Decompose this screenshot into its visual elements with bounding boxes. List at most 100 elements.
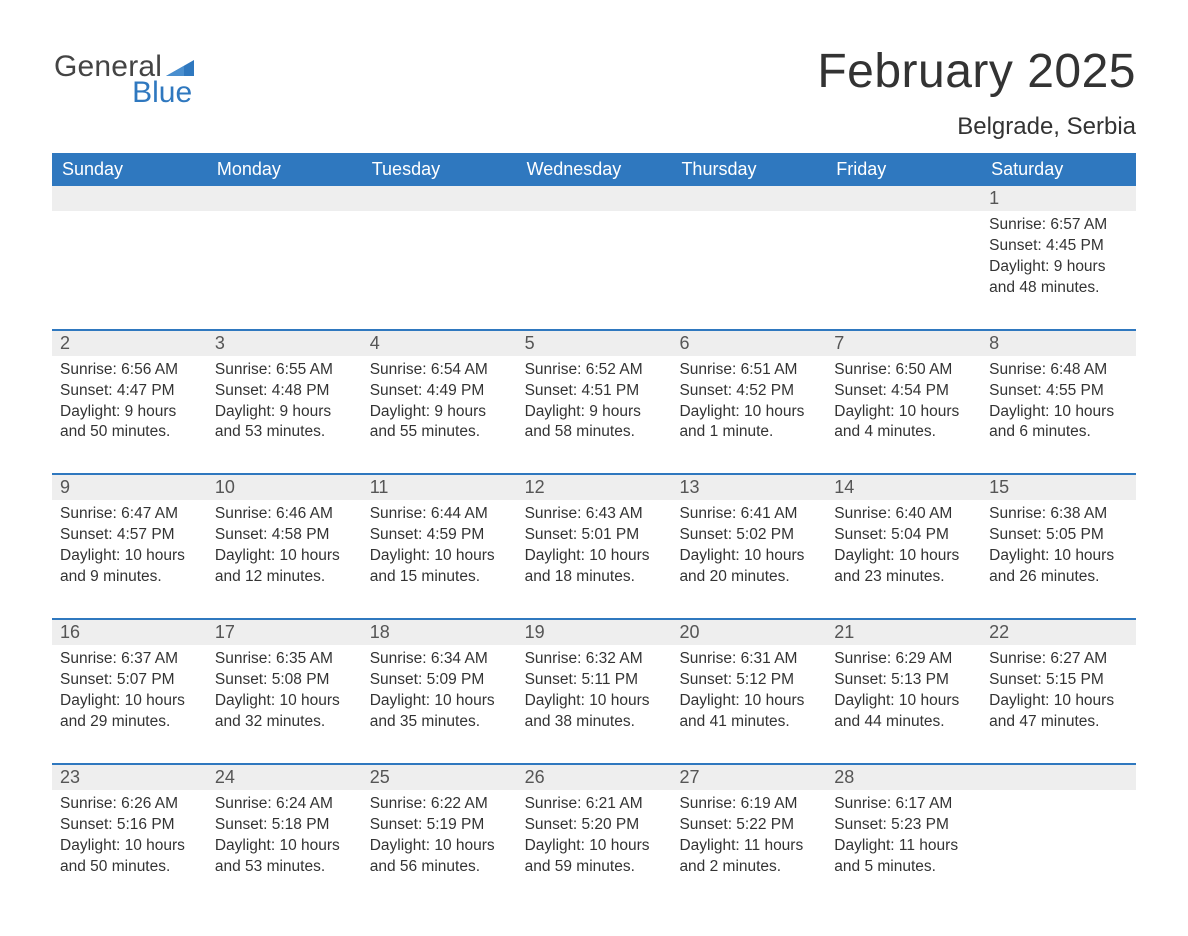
daylight-text: Daylight: 10 hours and 29 minutes.: [60, 691, 199, 733]
day-number: 10: [207, 475, 362, 500]
day-info: Sunrise: 6:32 AMSunset: 5:11 PMDaylight:…: [517, 645, 672, 763]
sunset-text: Sunset: 5:16 PM: [60, 815, 199, 836]
sunrise-text: Sunrise: 6:17 AM: [834, 794, 973, 815]
daylight-text: Daylight: 10 hours and 1 minute.: [679, 402, 818, 444]
weekday-saturday: Saturday: [981, 153, 1136, 186]
daylight-text: Daylight: 9 hours and 50 minutes.: [60, 402, 199, 444]
sunset-text: Sunset: 5:01 PM: [525, 525, 664, 546]
daylight-text: Daylight: 10 hours and 50 minutes.: [60, 836, 199, 878]
daylight-text: Daylight: 10 hours and 15 minutes.: [370, 546, 509, 588]
daylight-text: Daylight: 10 hours and 20 minutes.: [679, 546, 818, 588]
day-number: 6: [671, 331, 826, 356]
sunset-text: Sunset: 5:19 PM: [370, 815, 509, 836]
day-info: Sunrise: 6:31 AMSunset: 5:12 PMDaylight:…: [671, 645, 826, 763]
weekday-monday: Monday: [207, 153, 362, 186]
day-info: Sunrise: 6:47 AMSunset: 4:57 PMDaylight:…: [52, 500, 207, 618]
sunrise-text: Sunrise: 6:35 AM: [215, 649, 354, 670]
sunset-text: Sunset: 4:54 PM: [834, 381, 973, 402]
day-number: 24: [207, 765, 362, 790]
sunset-text: Sunset: 5:15 PM: [989, 670, 1128, 691]
sunset-text: Sunset: 4:59 PM: [370, 525, 509, 546]
day-info: [52, 211, 207, 329]
sunset-text: Sunset: 5:08 PM: [215, 670, 354, 691]
day-info: Sunrise: 6:43 AMSunset: 5:01 PMDaylight:…: [517, 500, 672, 618]
daylight-text: Daylight: 9 hours and 55 minutes.: [370, 402, 509, 444]
sunrise-text: Sunrise: 6:41 AM: [679, 504, 818, 525]
day-number: 4: [362, 331, 517, 356]
sunset-text: Sunset: 5:11 PM: [525, 670, 664, 691]
day-info: Sunrise: 6:55 AMSunset: 4:48 PMDaylight:…: [207, 356, 362, 474]
day-number: [517, 186, 672, 211]
weekday-tuesday: Tuesday: [362, 153, 517, 186]
day-info: Sunrise: 6:57 AMSunset: 4:45 PMDaylight:…: [981, 211, 1136, 329]
sunset-text: Sunset: 4:47 PM: [60, 381, 199, 402]
day-number: [671, 186, 826, 211]
daynum-row: 1: [52, 186, 1136, 211]
location-label: Belgrade, Serbia: [817, 113, 1136, 141]
sunrise-text: Sunrise: 6:57 AM: [989, 215, 1128, 236]
day-info: Sunrise: 6:22 AMSunset: 5:19 PMDaylight:…: [362, 790, 517, 896]
daylight-text: Daylight: 11 hours and 5 minutes.: [834, 836, 973, 878]
sunset-text: Sunset: 4:51 PM: [525, 381, 664, 402]
daylight-text: Daylight: 9 hours and 58 minutes.: [525, 402, 664, 444]
day-info: Sunrise: 6:51 AMSunset: 4:52 PMDaylight:…: [671, 356, 826, 474]
sunset-text: Sunset: 5:07 PM: [60, 670, 199, 691]
sunrise-text: Sunrise: 6:32 AM: [525, 649, 664, 670]
day-info: Sunrise: 6:40 AMSunset: 5:04 PMDaylight:…: [826, 500, 981, 618]
day-number: 5: [517, 331, 672, 356]
weeks-container: 1Sunrise: 6:57 AMSunset: 4:45 PMDaylight…: [52, 186, 1136, 896]
day-number: 19: [517, 620, 672, 645]
day-number: [52, 186, 207, 211]
daylight-text: Daylight: 10 hours and 32 minutes.: [215, 691, 354, 733]
day-number: 3: [207, 331, 362, 356]
day-number: 13: [671, 475, 826, 500]
week-row: 16171819202122Sunrise: 6:37 AMSunset: 5:…: [52, 618, 1136, 763]
calendar: Sunday Monday Tuesday Wednesday Thursday…: [52, 153, 1136, 896]
daylight-text: Daylight: 10 hours and 35 minutes.: [370, 691, 509, 733]
day-info: Sunrise: 6:38 AMSunset: 5:05 PMDaylight:…: [981, 500, 1136, 618]
sunrise-text: Sunrise: 6:31 AM: [679, 649, 818, 670]
day-info: [826, 211, 981, 329]
day-number: 16: [52, 620, 207, 645]
sunrise-text: Sunrise: 6:47 AM: [60, 504, 199, 525]
calendar-page: General Blue February 2025 Belgrade, Ser…: [0, 0, 1188, 936]
daynum-row: 9101112131415: [52, 473, 1136, 500]
day-number: 23: [52, 765, 207, 790]
daynum-row: 2345678: [52, 329, 1136, 356]
day-number: 11: [362, 475, 517, 500]
info-row: Sunrise: 6:47 AMSunset: 4:57 PMDaylight:…: [52, 500, 1136, 618]
daynum-row: 16171819202122: [52, 618, 1136, 645]
sunrise-text: Sunrise: 6:34 AM: [370, 649, 509, 670]
daynum-row: 232425262728: [52, 763, 1136, 790]
weekday-sunday: Sunday: [52, 153, 207, 186]
day-info: Sunrise: 6:24 AMSunset: 5:18 PMDaylight:…: [207, 790, 362, 896]
day-number: [362, 186, 517, 211]
week-row: 2345678Sunrise: 6:56 AMSunset: 4:47 PMDa…: [52, 329, 1136, 474]
sunrise-text: Sunrise: 6:40 AM: [834, 504, 973, 525]
sunrise-text: Sunrise: 6:51 AM: [679, 360, 818, 381]
daylight-text: Daylight: 10 hours and 41 minutes.: [679, 691, 818, 733]
day-number: 15: [981, 475, 1136, 500]
day-info: Sunrise: 6:17 AMSunset: 5:23 PMDaylight:…: [826, 790, 981, 896]
week-row: 9101112131415Sunrise: 6:47 AMSunset: 4:5…: [52, 473, 1136, 618]
day-number: 25: [362, 765, 517, 790]
sunset-text: Sunset: 4:49 PM: [370, 381, 509, 402]
day-info: Sunrise: 6:54 AMSunset: 4:49 PMDaylight:…: [362, 356, 517, 474]
daylight-text: Daylight: 10 hours and 6 minutes.: [989, 402, 1128, 444]
sunrise-text: Sunrise: 6:24 AM: [215, 794, 354, 815]
daylight-text: Daylight: 10 hours and 56 minutes.: [370, 836, 509, 878]
day-info: Sunrise: 6:34 AMSunset: 5:09 PMDaylight:…: [362, 645, 517, 763]
sunrise-text: Sunrise: 6:43 AM: [525, 504, 664, 525]
info-row: Sunrise: 6:26 AMSunset: 5:16 PMDaylight:…: [52, 790, 1136, 896]
day-info: [207, 211, 362, 329]
daylight-text: Daylight: 10 hours and 23 minutes.: [834, 546, 973, 588]
day-number: 2: [52, 331, 207, 356]
sunrise-text: Sunrise: 6:46 AM: [215, 504, 354, 525]
day-number: 8: [981, 331, 1136, 356]
day-number: 14: [826, 475, 981, 500]
day-number: [826, 186, 981, 211]
sunset-text: Sunset: 4:45 PM: [989, 236, 1128, 257]
daylight-text: Daylight: 9 hours and 48 minutes.: [989, 257, 1128, 299]
daylight-text: Daylight: 9 hours and 53 minutes.: [215, 402, 354, 444]
day-info: Sunrise: 6:19 AMSunset: 5:22 PMDaylight:…: [671, 790, 826, 896]
